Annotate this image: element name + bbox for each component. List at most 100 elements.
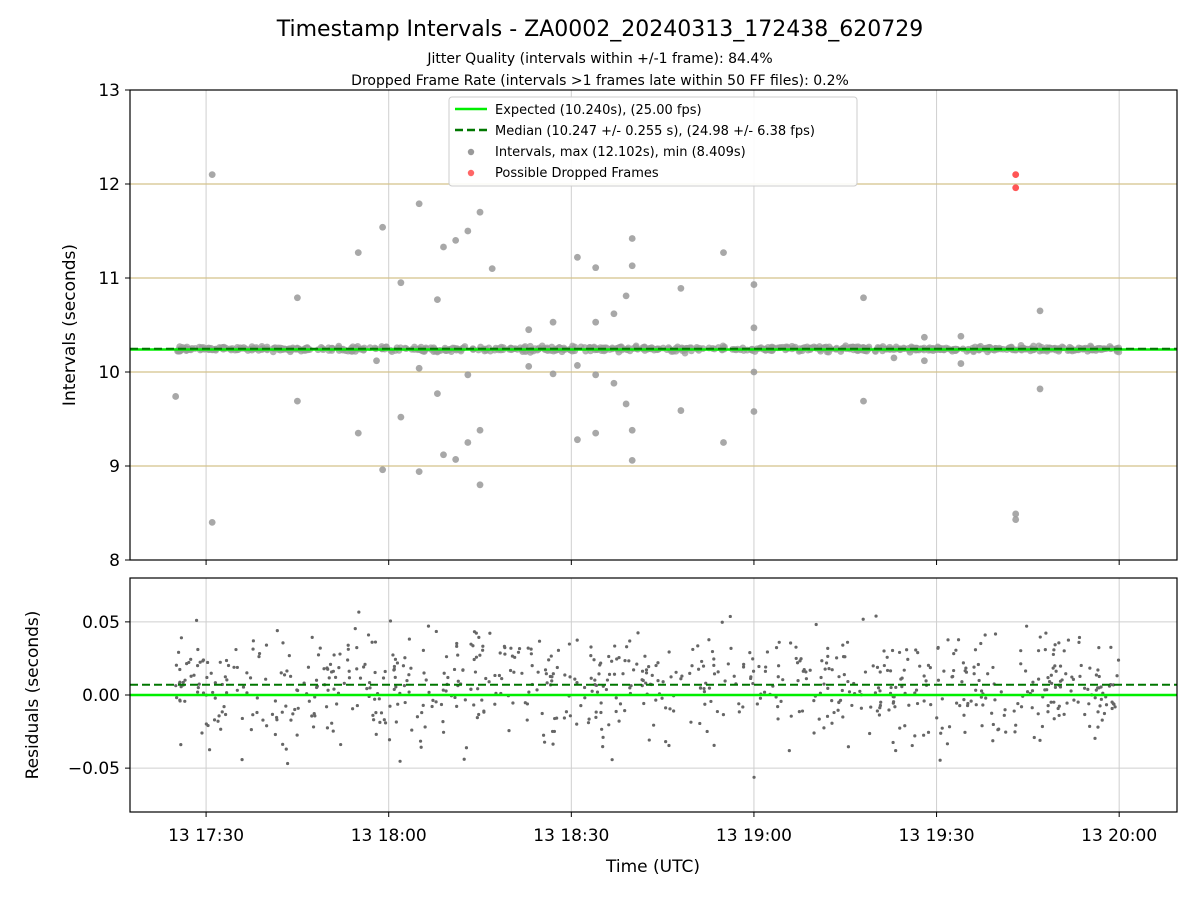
residual-point [878, 670, 882, 674]
residual-point [632, 668, 636, 672]
residual-point [481, 644, 485, 648]
residual-point [549, 654, 553, 658]
residual-point [837, 700, 841, 705]
residual-point [1062, 649, 1066, 653]
residual-point [275, 629, 279, 633]
residual-point [776, 705, 780, 709]
residual-point [939, 731, 943, 735]
residual-point [286, 761, 290, 766]
x-tick-label: 13 19:30 [899, 826, 975, 846]
residual-point [814, 622, 818, 627]
residual-point [1077, 635, 1082, 640]
residual-point [627, 659, 631, 663]
legend-dropped-label: Possible Dropped Frames [495, 166, 659, 181]
residual-point [903, 724, 907, 728]
residual-point [1019, 705, 1024, 709]
x-tick-label: 13 19:00 [716, 826, 792, 846]
residual-point [1051, 652, 1055, 657]
residual-point [842, 673, 846, 677]
residual-point [789, 714, 793, 718]
residual-point [936, 645, 940, 650]
residual-point [306, 665, 311, 669]
residual-point [990, 711, 994, 715]
residual-point [623, 709, 627, 713]
residual-point [174, 684, 178, 688]
residual-point [181, 680, 185, 685]
residual-point [755, 702, 759, 706]
residual-point [562, 716, 567, 720]
residual-point [964, 670, 969, 674]
residual-point [826, 646, 830, 650]
residual-point [525, 718, 529, 722]
residual-point [1094, 688, 1098, 692]
residual-point [1076, 700, 1080, 704]
residual-point [888, 669, 893, 673]
interval-point [610, 379, 618, 387]
residual-point [874, 614, 878, 618]
residual-point [594, 715, 598, 720]
residual-point [922, 699, 926, 703]
residual-point [910, 743, 914, 748]
residual-point [1110, 706, 1114, 711]
residual-point [355, 667, 359, 671]
residual-point [398, 759, 402, 763]
residual-point [765, 650, 770, 654]
residual-point [444, 689, 448, 693]
residual-point [956, 638, 961, 642]
residual-point [876, 686, 881, 690]
interval-point [592, 429, 600, 437]
residual-point [441, 720, 445, 724]
intervals-y-axis-label: Intervals (seconds) [60, 244, 80, 406]
residual-point [680, 674, 684, 678]
interval-point [488, 265, 496, 272]
residual-point [311, 725, 316, 729]
residual-point [942, 669, 946, 673]
residual-point [946, 638, 950, 642]
chart-subtitle-jitter: Jitter Quality (intervals within +/-1 fr… [426, 51, 772, 67]
residual-point [563, 673, 567, 677]
interval-point [208, 171, 216, 179]
residual-point [1110, 700, 1114, 704]
residual-point [812, 698, 816, 703]
residual-point [751, 657, 755, 661]
residual-point [776, 664, 781, 668]
interval-point [452, 456, 460, 463]
residual-point [605, 678, 610, 682]
residual-point [455, 704, 459, 709]
residual-point [712, 743, 716, 748]
residual-point [245, 691, 249, 695]
residual-point [610, 758, 614, 762]
residual-point [729, 646, 733, 650]
residual-point [924, 679, 928, 683]
residual-point [482, 710, 486, 714]
residual-point [556, 648, 561, 652]
interval-point [525, 326, 533, 334]
residual-point [475, 716, 479, 720]
residual-point [795, 661, 800, 665]
residual-point [707, 686, 712, 690]
residual-point [875, 709, 879, 713]
residual-point [544, 672, 548, 676]
residual-point [1003, 708, 1007, 712]
interval-point [610, 310, 618, 318]
interval-point [750, 281, 758, 288]
interval-point [622, 292, 630, 300]
residual-point [332, 687, 336, 691]
residual-point [196, 647, 200, 652]
residual-point [251, 639, 256, 643]
residual-point [179, 685, 183, 689]
residual-point [497, 673, 502, 678]
residual-point [837, 675, 841, 679]
residual-point [553, 716, 557, 721]
residual-point [712, 657, 716, 661]
residual-point [644, 671, 649, 675]
residual-point [196, 690, 200, 694]
residual-point [979, 689, 984, 693]
residual-point [498, 651, 502, 655]
interval-point [293, 397, 301, 405]
residual-point [628, 639, 632, 643]
residual-point [232, 665, 236, 669]
residual-point [1053, 664, 1057, 668]
residual-point [893, 705, 897, 709]
residual-point [573, 677, 577, 681]
